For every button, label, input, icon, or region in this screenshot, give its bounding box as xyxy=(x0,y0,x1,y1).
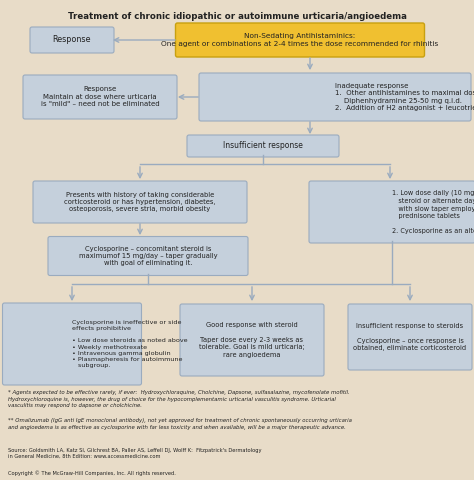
Text: Inadequate response
1.  Other antihistamines to maximal dose e.g., Hydroxazine o: Inadequate response 1. Other antihistami… xyxy=(335,83,474,111)
Text: Insufficient response to steroids

Cyclosporine – once response is
obtained, eli: Insufficient response to steroids Cyclos… xyxy=(354,323,466,351)
FancyBboxPatch shape xyxy=(348,304,472,370)
Text: Cyclosporine is ineffective or side
effects prohibitive

• Low dose steroids as : Cyclosporine is ineffective or side effe… xyxy=(72,320,188,368)
FancyBboxPatch shape xyxy=(23,75,177,119)
FancyBboxPatch shape xyxy=(180,304,324,376)
FancyBboxPatch shape xyxy=(309,181,474,243)
Text: Source: Goldsmith LA, Katz SI, Gilchrest BA, Paller AS, Leffell DJ, Wolff K:  Fi: Source: Goldsmith LA, Katz SI, Gilchrest… xyxy=(8,448,262,459)
Text: ** Omalizumab (IgG anti IgE monoclonal antibody), not yet approved for treatment: ** Omalizumab (IgG anti IgE monoclonal a… xyxy=(8,418,352,430)
FancyBboxPatch shape xyxy=(199,73,471,121)
Text: Presents with history of taking considerable
corticosteroid or has hypertension,: Presents with history of taking consider… xyxy=(64,192,216,213)
FancyBboxPatch shape xyxy=(30,27,114,53)
FancyBboxPatch shape xyxy=(187,135,339,157)
FancyBboxPatch shape xyxy=(48,237,248,276)
FancyBboxPatch shape xyxy=(2,303,142,385)
Text: Non-Sedating Antihistaminics:
One agent or combinations at 2-4 times the dose re: Non-Sedating Antihistaminics: One agent … xyxy=(161,33,438,47)
Text: Cyclosporine – concomitant steroid is
maximumof 15 mg/day – taper gradually
with: Cyclosporine – concomitant steroid is ma… xyxy=(79,245,217,266)
Text: 1. Low dose daily (10 mg prednisone or equivalent)
   steroid or alternate day s: 1. Low dose daily (10 mg prednisone or e… xyxy=(392,190,474,234)
Text: * Agents expected to be effective rarely, if ever:  Hydroxychloraquine, Cholchin: * Agents expected to be effective rarely… xyxy=(8,390,350,408)
Text: Insufficient response: Insufficient response xyxy=(223,142,303,151)
Text: Copyright © The McGraw-Hill Companies, Inc. All rights reserved.: Copyright © The McGraw-Hill Companies, I… xyxy=(8,470,176,476)
Text: Response: Response xyxy=(53,36,91,45)
Text: Good response with steroid

Taper dose every 2-3 weeks as
tolerable. Goal is mil: Good response with steroid Taper dose ev… xyxy=(199,322,305,358)
Text: Treatment of chronic idiopathic or autoimmune urticaria/angioedema: Treatment of chronic idiopathic or autoi… xyxy=(68,12,406,21)
Text: Response
Maintain at dose where urticaria
is "mild" – need not be eliminated: Response Maintain at dose where urticari… xyxy=(41,86,159,108)
FancyBboxPatch shape xyxy=(175,23,425,57)
FancyBboxPatch shape xyxy=(33,181,247,223)
